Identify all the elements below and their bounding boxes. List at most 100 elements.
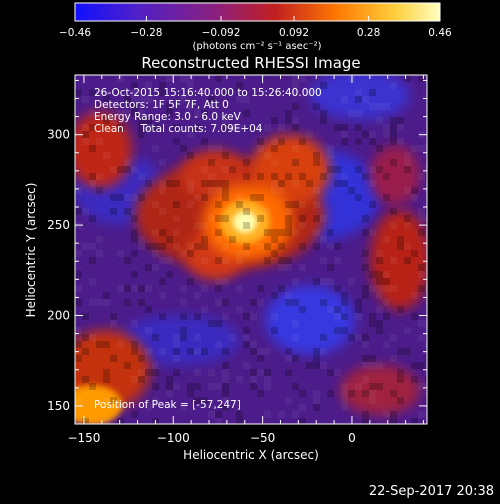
texture-pixel — [355, 194, 362, 201]
texture-pixel — [341, 131, 348, 138]
texture-pixel — [418, 285, 425, 292]
texture-pixel — [173, 215, 180, 222]
texture-pixel — [187, 82, 194, 89]
texture-pixel — [222, 362, 229, 369]
texture-pixel — [327, 152, 334, 159]
texture-pixel — [243, 243, 250, 250]
texture-pixel — [278, 411, 285, 418]
texture-pixel — [327, 390, 334, 397]
texture-pixel — [418, 320, 425, 327]
texture-pixel — [222, 89, 229, 96]
texture-pixel — [355, 166, 362, 173]
texture-pixel — [89, 110, 96, 117]
texture-pixel — [390, 159, 397, 166]
texture-pixel — [159, 208, 166, 215]
texture-pixel — [215, 236, 222, 243]
texture-pixel — [110, 117, 117, 124]
texture-pixel — [187, 250, 194, 257]
texture-pixel — [383, 124, 390, 131]
texture-pixel — [383, 313, 390, 320]
emission-east-upper — [370, 145, 420, 205]
texture-pixel — [201, 222, 208, 229]
texture-pixel — [222, 348, 229, 355]
texture-pixel — [152, 250, 159, 257]
texture-pixel — [208, 180, 215, 187]
annotation-peak-position: Position of Peak = [-57,247] — [94, 399, 241, 411]
texture-pixel — [208, 411, 215, 418]
texture-pixel — [271, 236, 278, 243]
texture-pixel — [299, 418, 306, 424]
texture-pixel — [236, 250, 243, 257]
texture-pixel — [243, 208, 250, 215]
texture-pixel — [173, 180, 180, 187]
texture-pixel — [236, 257, 243, 264]
texture-pixel — [180, 404, 187, 411]
texture-pixel — [313, 243, 320, 250]
texture-pixel — [243, 159, 250, 166]
texture-pixel — [334, 313, 341, 320]
texture-pixel — [327, 243, 334, 250]
texture-pixel — [418, 75, 425, 82]
texture-pixel — [341, 173, 348, 180]
x-tick-label: −100 — [157, 431, 190, 445]
texture-pixel — [390, 124, 397, 131]
texture-pixel — [376, 145, 383, 152]
texture-pixel — [201, 243, 208, 250]
texture-pixel — [75, 187, 82, 194]
texture-pixel — [369, 397, 376, 404]
texture-pixel — [425, 145, 427, 152]
texture-pixel — [131, 285, 138, 292]
texture-pixel — [187, 152, 194, 159]
texture-pixel — [159, 243, 166, 250]
texture-pixel — [166, 236, 173, 243]
texture-pixel — [152, 369, 159, 376]
texture-pixel — [131, 320, 138, 327]
y-tick-label: 150 — [47, 399, 70, 413]
texture-pixel — [404, 152, 411, 159]
texture-pixel — [180, 96, 187, 103]
texture-pixel — [159, 278, 166, 285]
texture-pixel — [271, 159, 278, 166]
texture-pixel — [411, 194, 418, 201]
texture-pixel — [355, 334, 362, 341]
texture-pixel — [131, 89, 138, 96]
texture-pixel — [425, 243, 427, 250]
texture-pixel — [159, 292, 166, 299]
texture-pixel — [145, 96, 152, 103]
texture-pixel — [299, 264, 306, 271]
texture-pixel — [334, 166, 341, 173]
texture-pixel — [103, 96, 110, 103]
negative-lobe-south — [120, 315, 240, 365]
texture-pixel — [243, 250, 250, 257]
texture-pixel — [236, 96, 243, 103]
texture-pixel — [180, 299, 187, 306]
texture-pixel — [306, 89, 313, 96]
texture-pixel — [131, 271, 138, 278]
texture-pixel — [250, 299, 257, 306]
texture-pixel — [89, 89, 96, 96]
texture-pixel — [369, 229, 376, 236]
texture-pixel — [390, 208, 397, 215]
texture-pixel — [278, 138, 285, 145]
texture-pixel — [320, 117, 327, 124]
texture-pixel — [369, 355, 376, 362]
texture-pixel — [369, 320, 376, 327]
texture-pixel — [152, 145, 159, 152]
texture-pixel — [327, 278, 334, 285]
texture-pixel — [131, 96, 138, 103]
texture-pixel — [243, 334, 250, 341]
texture-pixel — [173, 355, 180, 362]
texture-pixel — [180, 327, 187, 334]
texture-pixel — [75, 89, 82, 96]
texture-pixel — [215, 320, 222, 327]
texture-pixel — [313, 201, 320, 208]
texture-pixel — [362, 131, 369, 138]
texture-pixel — [334, 369, 341, 376]
texture-pixel — [138, 194, 145, 201]
texture-pixel — [271, 117, 278, 124]
texture-pixel — [327, 369, 334, 376]
texture-pixel — [313, 215, 320, 222]
texture-pixel — [89, 173, 96, 180]
texture-pixel — [103, 376, 110, 383]
texture-pixel — [313, 390, 320, 397]
